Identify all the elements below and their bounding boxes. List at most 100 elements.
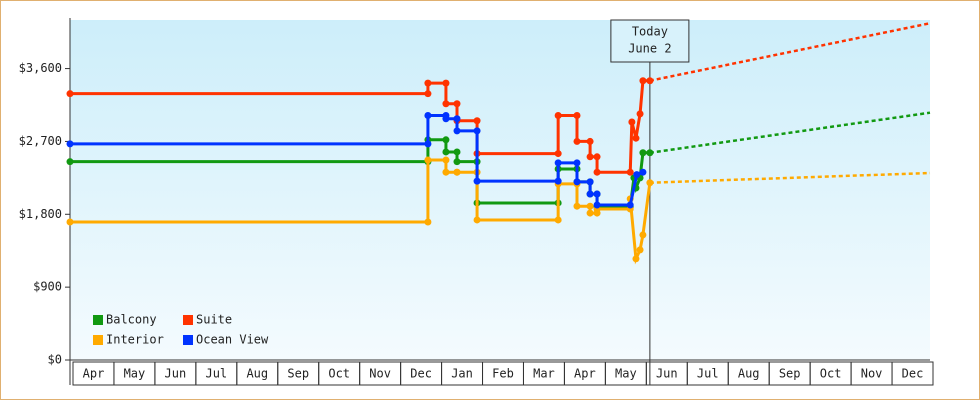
- x-tick-label: Apr: [83, 367, 105, 381]
- point: [424, 140, 432, 148]
- point: [453, 127, 461, 135]
- x-tick-label: Jul: [697, 367, 719, 381]
- point: [573, 137, 581, 145]
- point: [554, 112, 562, 120]
- point: [573, 112, 581, 120]
- point: [442, 148, 450, 156]
- point: [573, 202, 581, 210]
- point: [424, 218, 432, 226]
- x-tick-label: Sep: [287, 367, 309, 381]
- point: [593, 153, 601, 161]
- point: [453, 100, 461, 108]
- point: [453, 168, 461, 176]
- today-label: Today: [632, 25, 668, 39]
- point: [593, 201, 601, 209]
- x-tick-label: May: [615, 367, 637, 381]
- x-tick-label: Oct: [820, 367, 842, 381]
- legend-swatch: [183, 335, 193, 345]
- x-tick-label: Feb: [492, 367, 514, 381]
- x-tick-label: Nov: [369, 367, 391, 381]
- forecast-line: [649, 111, 931, 154]
- point: [66, 140, 74, 148]
- x-tick-label: Aug: [246, 367, 268, 381]
- point: [639, 231, 647, 239]
- point: [573, 159, 581, 167]
- forecast-line: [649, 171, 931, 184]
- x-tick-label: Aug: [738, 367, 760, 381]
- y-tick-label: $2,700: [19, 134, 62, 148]
- month-box: [891, 361, 934, 386]
- point: [424, 156, 432, 164]
- point: [554, 150, 562, 158]
- point: [473, 216, 481, 224]
- point: [593, 168, 601, 176]
- series-line: [70, 158, 652, 265]
- legend-swatch: [183, 315, 193, 325]
- x-tick-label: Oct: [328, 367, 350, 381]
- y-tick-label: $1,800: [19, 207, 62, 221]
- legend-label: Suite: [196, 313, 232, 327]
- point: [424, 79, 432, 87]
- legend-swatch: [93, 335, 103, 345]
- point: [632, 255, 640, 263]
- x-tick-label: Nov: [861, 367, 883, 381]
- point: [586, 209, 594, 217]
- point: [442, 136, 450, 144]
- point: [636, 246, 644, 254]
- point: [639, 149, 647, 157]
- point: [442, 100, 450, 108]
- point: [453, 148, 461, 156]
- y-tick-label: $0: [48, 353, 62, 367]
- x-tick-label: Jun: [165, 367, 187, 381]
- point: [586, 202, 594, 210]
- point: [573, 178, 581, 186]
- point: [473, 127, 481, 135]
- legend-label: Ocean View: [196, 333, 269, 347]
- today-box: [610, 19, 690, 63]
- point: [442, 115, 450, 123]
- point: [424, 112, 432, 120]
- point: [593, 190, 601, 198]
- point: [646, 77, 654, 85]
- point: [554, 216, 562, 224]
- point: [646, 149, 654, 157]
- legend-swatch: [93, 315, 103, 325]
- point: [633, 171, 641, 179]
- x-tick-label: Jun: [656, 367, 678, 381]
- point: [628, 118, 636, 126]
- point: [442, 156, 450, 164]
- point: [453, 115, 461, 123]
- point: [473, 177, 481, 185]
- point: [442, 168, 450, 176]
- today-label: June 2: [628, 42, 671, 56]
- point: [554, 159, 562, 167]
- x-tick-label: Dec: [410, 367, 432, 381]
- point: [646, 179, 654, 187]
- point: [626, 201, 634, 209]
- x-tick-label: Jul: [205, 367, 227, 381]
- legend-label: Balcony: [106, 313, 157, 327]
- y-tick-label: $900: [33, 280, 62, 294]
- point: [636, 110, 644, 118]
- plot-area: [70, 20, 930, 360]
- point: [66, 90, 74, 98]
- x-tick-label: Sep: [779, 367, 801, 381]
- point: [66, 158, 74, 166]
- x-tick-label: May: [124, 367, 146, 381]
- point: [586, 190, 594, 198]
- legend-label: Interior: [106, 333, 164, 347]
- point: [632, 134, 640, 142]
- y-tick-label: $3,600: [19, 61, 62, 75]
- forecast-line: [649, 22, 931, 82]
- x-tick-label: Dec: [902, 367, 924, 381]
- point: [586, 153, 594, 161]
- point: [453, 158, 461, 166]
- point: [473, 117, 481, 125]
- point: [66, 218, 74, 226]
- x-tick-label: Mar: [533, 367, 555, 381]
- point: [554, 177, 562, 185]
- point: [424, 90, 432, 98]
- point: [586, 178, 594, 186]
- x-tick-label: Jan: [451, 367, 473, 381]
